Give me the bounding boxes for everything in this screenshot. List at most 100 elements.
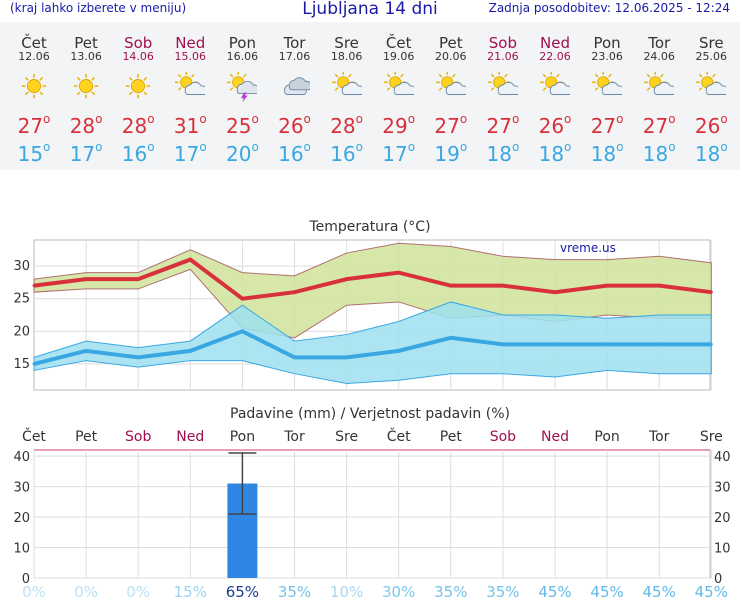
day-name: Pon (228, 34, 256, 52)
min-temp-value: 18 (642, 142, 669, 166)
degree-symbol: o (251, 112, 259, 126)
degree-symbol: o (95, 140, 103, 154)
data-point (345, 355, 349, 359)
y-tick-label: 25 (13, 292, 30, 307)
degree-symbol: o (43, 140, 51, 154)
day-date: 23.06 (591, 50, 623, 63)
max-temp-value: 26 (694, 114, 721, 138)
y-tick-label-left: 30 (13, 481, 30, 496)
data-point (449, 336, 453, 340)
sun-icon (126, 73, 151, 99)
day-name: Tor (283, 34, 306, 52)
location-menu-hint[interactable]: (kraj lahko izberete v meniju) (10, 1, 187, 15)
max-temp-value: 27 (434, 114, 460, 138)
min-temp-value: 19 (434, 142, 460, 166)
day-name: Tor (648, 34, 671, 52)
day-date: 15.06 (174, 50, 207, 63)
sun-cloud-icon (175, 72, 206, 95)
day-name: Čet (385, 34, 412, 52)
day-date: 16.06 (226, 50, 259, 63)
max-temp-value: 28 (330, 114, 356, 138)
data-point (32, 284, 36, 288)
degree-symbol: o (720, 140, 728, 154)
day-name: Pon (593, 34, 621, 52)
day-label: Ned (176, 429, 204, 445)
degree-symbol: o (668, 140, 676, 154)
max-temp-line (33, 257, 712, 301)
day-name: Sre (334, 34, 359, 52)
min-temp-value: 15 (17, 142, 44, 166)
precip-probability-label: 0% (22, 583, 46, 600)
precip-probability-label: 35% (434, 583, 467, 600)
degree-symbol: o (147, 112, 155, 126)
data-point (240, 329, 244, 333)
degree-symbol: o (199, 140, 207, 154)
day-label: Pon (594, 429, 619, 445)
day-label: Čet (22, 427, 46, 445)
max-temp-value: 27 (486, 114, 512, 138)
precip-probability-label: 45% (695, 583, 728, 600)
day-label: Pet (75, 429, 98, 445)
max-temp: 27o (425, 112, 477, 138)
max-temp: 28o (112, 112, 164, 138)
degree-symbol: o (355, 112, 363, 126)
precip-probability-label: 45% (643, 583, 676, 600)
day-date: 12.06 (18, 50, 50, 63)
data-point (84, 277, 88, 281)
data-point (32, 362, 36, 366)
y-tick-label-left: 0 (22, 572, 30, 587)
min-temp-value: 16 (278, 142, 304, 166)
data-point (293, 290, 296, 294)
min-temp: 18o (581, 140, 633, 166)
day-label: Tor (648, 429, 670, 445)
y-tick-label-right: 10 (714, 542, 731, 557)
data-point (553, 290, 557, 294)
min-temp-value: 18 (694, 142, 721, 166)
degree-symbol: o (564, 112, 572, 126)
day-date: 24.06 (643, 50, 675, 63)
degree-symbol: o (668, 112, 676, 126)
min-temp: 16o (321, 140, 373, 166)
day-date: 21.06 (487, 50, 519, 63)
sun-icon (73, 73, 99, 99)
degree-symbol: o (251, 140, 259, 154)
temperature-chart-title: Temperatura (°C) (309, 219, 431, 235)
max-temp-value: 27 (590, 114, 617, 138)
data-point (240, 297, 244, 301)
y-tick-label-left: 20 (13, 511, 30, 526)
precip-probability-label: 10% (330, 583, 363, 600)
day-label: Sre (335, 429, 358, 445)
sun-cloud-icon (592, 72, 623, 95)
max-temp: 29o (373, 112, 425, 138)
min-temp: 20o (216, 140, 268, 166)
min-temp-value: 18 (590, 142, 617, 166)
min-temp-value: 18 (538, 142, 565, 166)
degree-symbol: o (616, 140, 624, 154)
precip-probability-label: 30% (382, 583, 415, 600)
precip-probability-label: 45% (538, 583, 571, 600)
max-temp-value: 31 (173, 114, 200, 138)
min-temp-value: 18 (486, 142, 512, 166)
data-point (605, 342, 609, 346)
day-date: 18.06 (330, 50, 363, 63)
sun-cloud-icon (331, 72, 362, 95)
watermark: vreme.us (560, 241, 616, 255)
max-temp: 28o (60, 112, 112, 138)
max-temp-value: 27 (642, 114, 669, 138)
temperature-chart: 15 20 25 30 vreme.us (13, 239, 713, 391)
day-date: 20.06 (435, 50, 467, 63)
min-temp-range-band (33, 301, 712, 384)
precip-probability-label: 0% (126, 583, 150, 600)
degree-symbol: o (511, 140, 520, 154)
day-date: 25.06 (695, 50, 728, 63)
day-label: Sob (490, 429, 516, 445)
data-point (136, 277, 140, 281)
degree-symbol: o (95, 112, 103, 126)
data-point (657, 284, 661, 288)
min-temp: 17o (60, 140, 112, 166)
data-point (188, 258, 192, 262)
degree-symbol: o (407, 112, 416, 126)
degree-symbol: o (199, 112, 207, 126)
degree-symbol: o (303, 112, 311, 126)
day-name: Pet (438, 34, 463, 52)
